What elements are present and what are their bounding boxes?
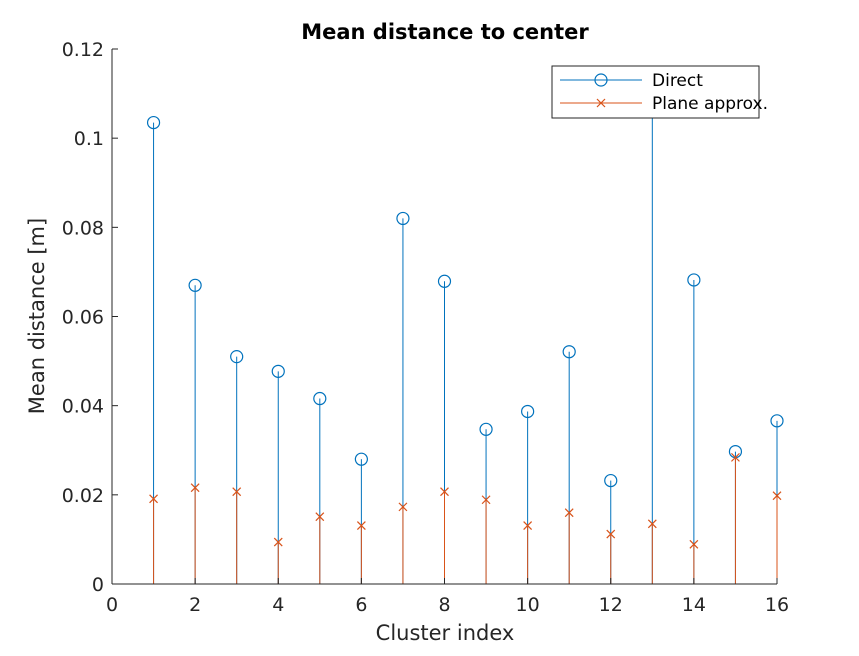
data-point-x [606,529,616,539]
data-point-x [149,494,158,504]
data-point-x [481,495,491,505]
data-point-x [398,502,408,512]
data-point-circle [562,345,576,359]
data-point-circle [604,473,618,488]
y-tick-label: 0.08 [62,217,104,239]
data-point-x [772,491,782,501]
legend-label-direct: Direct [652,71,703,91]
x-tick-label: 6 [355,594,367,616]
data-point-circle [188,278,202,292]
data-point-x [564,508,574,518]
data-point-x [523,521,533,531]
x-tick-label: 4 [272,594,284,616]
x-tick-label: 8 [438,594,450,616]
legend-box [551,65,760,119]
data-point-x [232,487,242,497]
x-tick-label: 12 [599,594,623,616]
data-point-x [440,487,449,497]
legend-marker-circle-icon [594,73,608,87]
data-point-circle [313,391,327,406]
y-tick-label: 0.04 [62,396,104,418]
legend: Direct Plane approx. [551,65,768,119]
data-point-x [689,539,699,549]
x-tick-label: 10 [516,594,540,616]
y-tick-label: 0 [92,574,104,596]
data-point-x [190,483,200,493]
data-point-circle [770,414,784,428]
data-point-x [273,537,283,547]
chart-title: Mean distance to center [301,20,589,44]
data-point-circle [521,404,535,419]
axes: 0 2 4 6 8 10 12 14 16 0 0.02 0.04 0.06 0.08 0.1 0.12 [62,39,789,616]
legend-marker-x-icon [596,98,606,108]
data-point-circle [230,350,244,364]
y-axis-label: Mean distance [m] [25,218,49,414]
x-axis-label: Cluster index [376,621,515,645]
data-point-x [315,512,325,522]
data-point-circle [354,452,368,466]
y-tick-label: 0.06 [62,307,104,329]
legend-label-plane: Plane approx. [652,94,768,114]
data-point-circle [687,273,701,287]
data-point-x [731,452,740,462]
y-tick-label: 0.12 [62,39,104,61]
data-point-circle [479,422,493,436]
data-point-x [647,519,657,529]
data-point-circle [271,364,285,378]
series-plane-approx [149,452,782,584]
data-point-x [356,521,366,531]
x-tick-label: 0 [106,594,118,616]
plot-area [146,93,784,584]
data-point-circle [396,211,410,226]
x-tick-label: 14 [682,594,706,616]
x-tick-label: 16 [765,594,789,616]
y-tick-label: 0.1 [74,128,104,150]
data-point-circle [146,115,161,130]
y-tick-label: 0.02 [62,485,104,507]
data-point-circle [437,274,452,288]
x-tick-label: 2 [189,594,201,616]
